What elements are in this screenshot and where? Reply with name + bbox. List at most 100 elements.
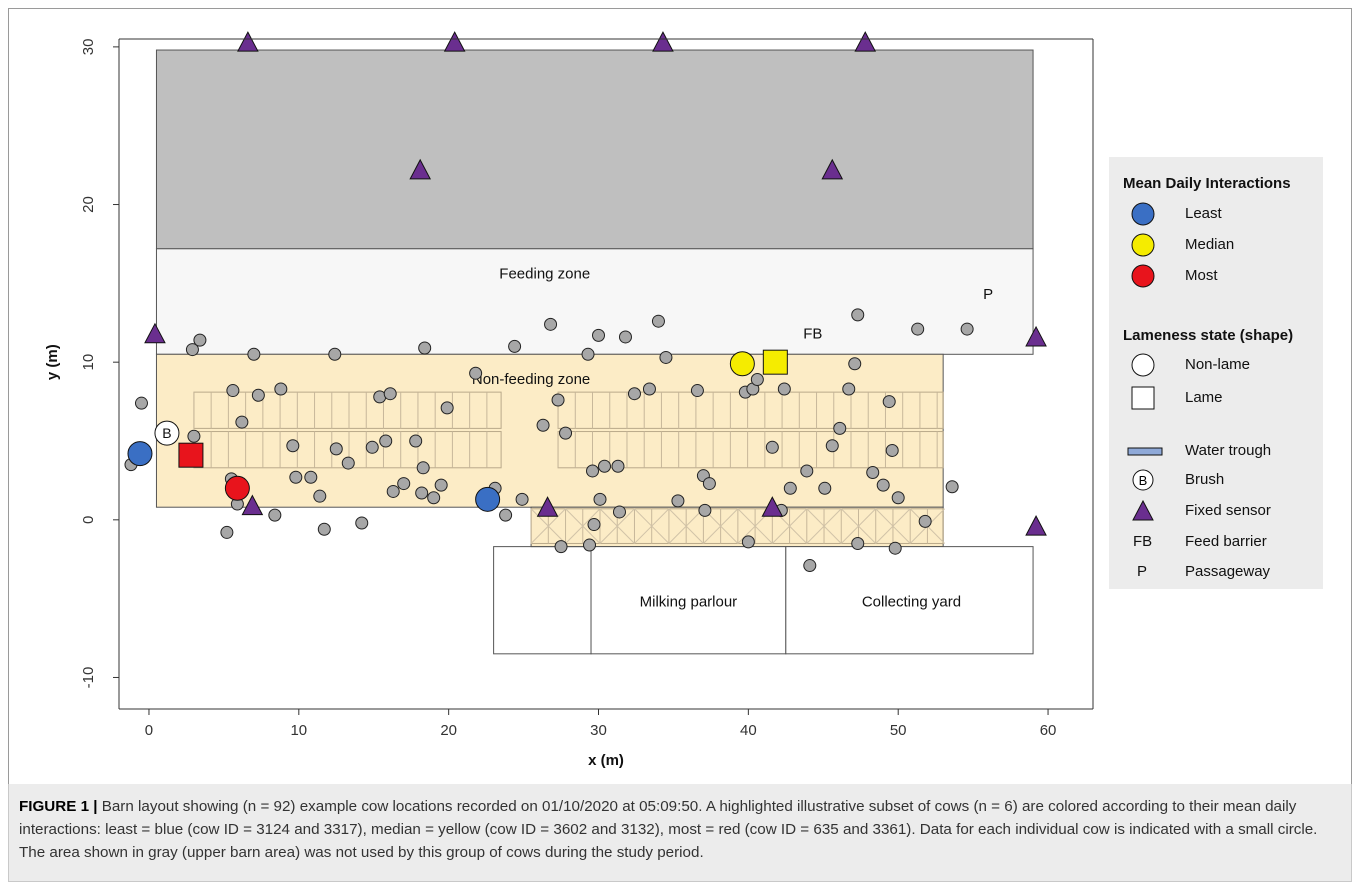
x-tick-label: 50 [890,722,907,739]
cow-point [867,467,879,479]
cow-point [417,462,429,474]
cow-point [555,541,567,553]
cow-point [227,385,239,397]
cow-point [342,457,354,469]
most-circle-icon [1127,263,1157,289]
cow-point [582,348,594,360]
cow-point [314,490,326,502]
cow-point [593,329,605,341]
cow-point [516,493,528,505]
legend: Mean Daily Interactions Least Median Mos… [1109,157,1323,589]
cow-point [672,495,684,507]
cow-point [470,367,482,379]
x-tick-label: 40 [740,722,757,739]
legend-label-fixed-sensor: Fixed sensor [1185,502,1271,519]
cow-point [643,383,655,395]
y-tick-label: 0 [80,516,97,524]
cow-point [441,402,453,414]
legend-label-feed-barrier: Feed barrier [1185,533,1267,550]
cow-point [560,427,572,439]
non-lame-circle-icon [1127,352,1157,378]
cow-point [699,504,711,516]
caption-paragraph: FIGURE 1 | Barn layout showing (n = 92) … [19,795,1341,864]
caption-text: Barn layout showing (n = 92) example cow… [19,798,1317,861]
cow-point [613,506,625,518]
cow-point [435,479,447,491]
passageway-symbol: P [1137,563,1147,580]
lame-square-icon [1127,385,1157,411]
highlighted-cow-most [225,476,249,500]
cow-point [778,383,790,395]
cow-point [849,358,861,370]
nonfeeding-zone-label: Non-feeding zone [472,371,590,388]
cow-point [784,482,796,494]
cow-point [428,492,440,504]
legend-item-lame: Lame [1127,385,1317,411]
caption-label: FIGURE 1 | [19,798,98,815]
fixed-sensor-icon [1127,498,1157,524]
legend-label-passageway: Passageway [1185,563,1270,580]
figure-caption: FIGURE 1 | Barn layout showing (n = 92) … [8,784,1352,882]
legend-label-non-lame: Non-lame [1185,356,1250,373]
cow-point [329,348,341,360]
cow-point [852,309,864,321]
cow-point [594,493,606,505]
brush-symbol-label: B [1139,473,1148,488]
y-tick-label: 20 [80,196,97,213]
cow-point [742,536,754,548]
figure-panel: Feeding zone Non-feeding zone Milking parl… [8,8,1352,785]
cow-point [584,539,596,551]
cow-point [892,492,904,504]
cow-point [801,465,813,477]
cow-point [628,388,640,400]
highlighted-cow-most-lame [179,443,203,467]
cow-point [912,323,924,335]
cow-point [188,430,200,442]
highlighted-cow-median-lame [763,350,787,374]
cow-point [384,388,396,400]
cow-point [305,471,317,483]
cow-point [946,481,958,493]
legend-item-most: Most [1127,263,1317,289]
highlighted-cow-median [730,352,754,376]
legend-item-fixed-sensor: Fixed sensor [1127,498,1317,524]
cow-point [552,394,564,406]
cow-point [380,435,392,447]
cow-point [330,443,342,455]
cow-point [366,441,378,453]
y-tick-label: 30 [80,39,97,56]
collecting-yard-label: Collecting yard [862,594,961,611]
cow-point [135,397,147,409]
cow-point [588,519,600,531]
cow-point [883,396,895,408]
cow-point [652,315,664,327]
feed-barrier-symbol: FB [1133,533,1152,550]
cow-point [819,482,831,494]
legend-label-brush: Brush [1185,471,1224,488]
x-tick-label: 20 [440,722,457,739]
cow-point [356,517,368,529]
cow-point [852,537,864,549]
cow-point [619,331,631,343]
legend-item-brush: B Brush [1127,467,1317,493]
milking-parlour-label: Milking parlour [640,594,738,611]
legend-item-non-lame: Non-lame [1127,352,1317,378]
x-tick-label: 60 [1040,722,1057,739]
cow-point [410,435,422,447]
legend-title-lameness: Lameness state (shape) [1123,327,1293,344]
cow-point [612,460,624,472]
legend-item-water-trough: Water trough [1127,438,1317,464]
legend-label-median: Median [1185,236,1234,253]
least-circle-icon [1127,201,1157,227]
cow-point [703,478,715,490]
cow-point [318,523,330,535]
legend-item-least: Least [1127,201,1317,227]
passageway-label: P [983,286,993,303]
cow-point [419,342,431,354]
cow-point [599,460,611,472]
legend-item-median: Median [1127,232,1317,258]
x-tick-label: 0 [145,722,153,739]
y-tick-label: 10 [80,354,97,371]
cow-point [537,419,549,431]
legend-item-passageway: P Passageway [1127,559,1317,585]
